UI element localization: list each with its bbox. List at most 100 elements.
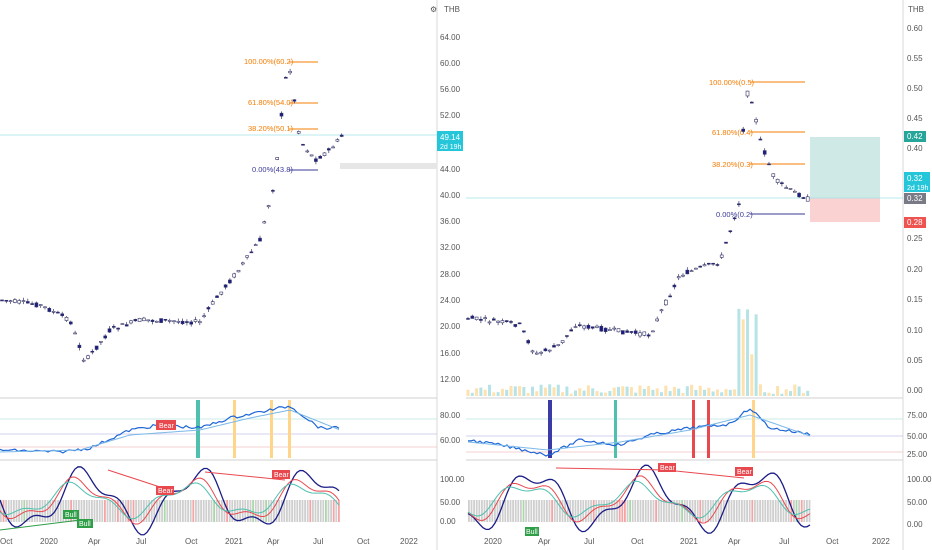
stoch-bar — [806, 500, 808, 522]
candle — [107, 328, 112, 333]
stoch-bar — [83, 500, 85, 522]
right-stoch-divergence-2 — [665, 469, 745, 479]
right-target-tag — [904, 131, 926, 142]
stoch-bar — [7, 500, 10, 522]
candle — [547, 349, 552, 352]
stoch-bar — [252, 500, 254, 522]
candle — [228, 279, 232, 284]
volume-bar — [522, 387, 526, 396]
right-rsi-line — [467, 408, 811, 457]
right-y-tick-3: 0.45 — [907, 114, 923, 123]
stoch-bar — [299, 500, 301, 522]
stoch-bar — [187, 500, 189, 522]
left-x-label-8: Oct — [357, 537, 370, 546]
stoch-bar — [735, 500, 738, 522]
candle — [0, 299, 4, 302]
stoch-bar — [663, 500, 665, 522]
candle — [163, 318, 168, 321]
left-y-tick-10: 24.00 — [440, 296, 461, 305]
stoch-bar — [611, 500, 613, 522]
candle — [625, 330, 629, 333]
candle — [741, 128, 746, 132]
stoch-bar — [135, 500, 137, 522]
stoch-bar — [543, 500, 546, 522]
left-stoch-bars — [0, 500, 340, 522]
stoch-bar — [98, 500, 101, 522]
candle — [60, 313, 65, 316]
candle — [124, 324, 129, 327]
stoch-bar — [808, 500, 811, 522]
stoch-bar — [595, 500, 598, 522]
stoch-bar — [140, 500, 143, 522]
stoch-bar — [676, 500, 678, 522]
volume-bar — [715, 389, 719, 396]
stoch-bar — [621, 500, 624, 522]
stoch-bar — [785, 500, 787, 522]
candle — [698, 265, 703, 268]
candle — [513, 324, 518, 327]
stoch-bar — [197, 500, 200, 522]
stoch-bar — [579, 500, 582, 522]
candle — [560, 340, 565, 343]
stoch-bar — [777, 500, 780, 522]
left-currency: THB — [444, 5, 460, 14]
right-y-tick-11: 0.05 — [907, 356, 923, 365]
right-chart-panel[interactable]: THB 100.00%(0.5) 61.80%(0.4) 38.20%(0.3)… — [466, 0, 924, 550]
candle — [565, 335, 569, 337]
left-stoch-bear-text-1: Bear — [158, 488, 173, 495]
stoch-bar — [236, 500, 239, 522]
stoch-bar — [244, 500, 247, 522]
stoch-bar — [101, 500, 104, 522]
candle — [210, 301, 215, 305]
volume-bar — [518, 386, 522, 396]
candle — [13, 299, 17, 303]
left-x-label-1: 2020 — [40, 537, 58, 546]
candle — [339, 134, 344, 137]
left-fib-label-382: 38.20%(50.1) — [248, 124, 294, 133]
candle — [775, 178, 780, 183]
candle — [487, 321, 492, 324]
right-target-zone[interactable] — [810, 137, 880, 198]
candle — [103, 335, 107, 339]
stoch-bar — [618, 500, 621, 522]
stoch-bar — [332, 500, 335, 522]
left-rsi-signal-bar-1 — [196, 400, 200, 458]
right-stop-zone[interactable] — [810, 198, 880, 222]
candle — [694, 267, 698, 270]
candle — [4, 299, 9, 302]
stoch-bar — [585, 500, 587, 522]
stoch-bar — [507, 500, 509, 522]
stoch-bar — [642, 500, 644, 522]
stoch-bar — [49, 500, 52, 522]
candle — [491, 318, 496, 321]
stoch-bar — [798, 500, 800, 522]
stoch-bar — [657, 500, 660, 522]
candle — [73, 332, 77, 335]
candle — [689, 270, 694, 272]
right-entry-tag — [904, 193, 926, 204]
stoch-bar — [637, 500, 639, 522]
candle — [309, 154, 314, 157]
stoch-bar — [717, 500, 720, 522]
right-price-tag — [904, 172, 930, 192]
stoch-bar — [743, 500, 746, 522]
candle — [17, 300, 22, 304]
stoch-bar — [553, 500, 556, 522]
right-stoch-tick-2: 0.00 — [907, 520, 923, 529]
right-rsi-tick-2: 25.00 — [907, 450, 928, 459]
stoch-bar — [598, 500, 600, 522]
right-stoch-e-line — [467, 480, 811, 519]
volume-bar — [539, 384, 543, 396]
stoch-bar — [702, 500, 704, 522]
right-entry-tag-text: 0.32 — [907, 194, 923, 203]
right-stoch-bear-text-1: Bear — [660, 465, 675, 472]
left-chart-panel[interactable]: ⚙ THB 49.14 2d 19h 100.00%(60.2) 61.80%(… — [0, 0, 463, 550]
left-x-label-0: Oct — [0, 537, 13, 546]
left-rsi-bear-text: Bear — [159, 423, 174, 430]
left-y-tick-3: 52.00 — [440, 111, 461, 120]
left-settings-icon[interactable]: ⚙ — [430, 5, 437, 14]
stoch-bar — [582, 500, 585, 522]
stoch-bar — [106, 500, 109, 522]
stoch-bar — [681, 500, 683, 522]
candle — [318, 155, 323, 159]
